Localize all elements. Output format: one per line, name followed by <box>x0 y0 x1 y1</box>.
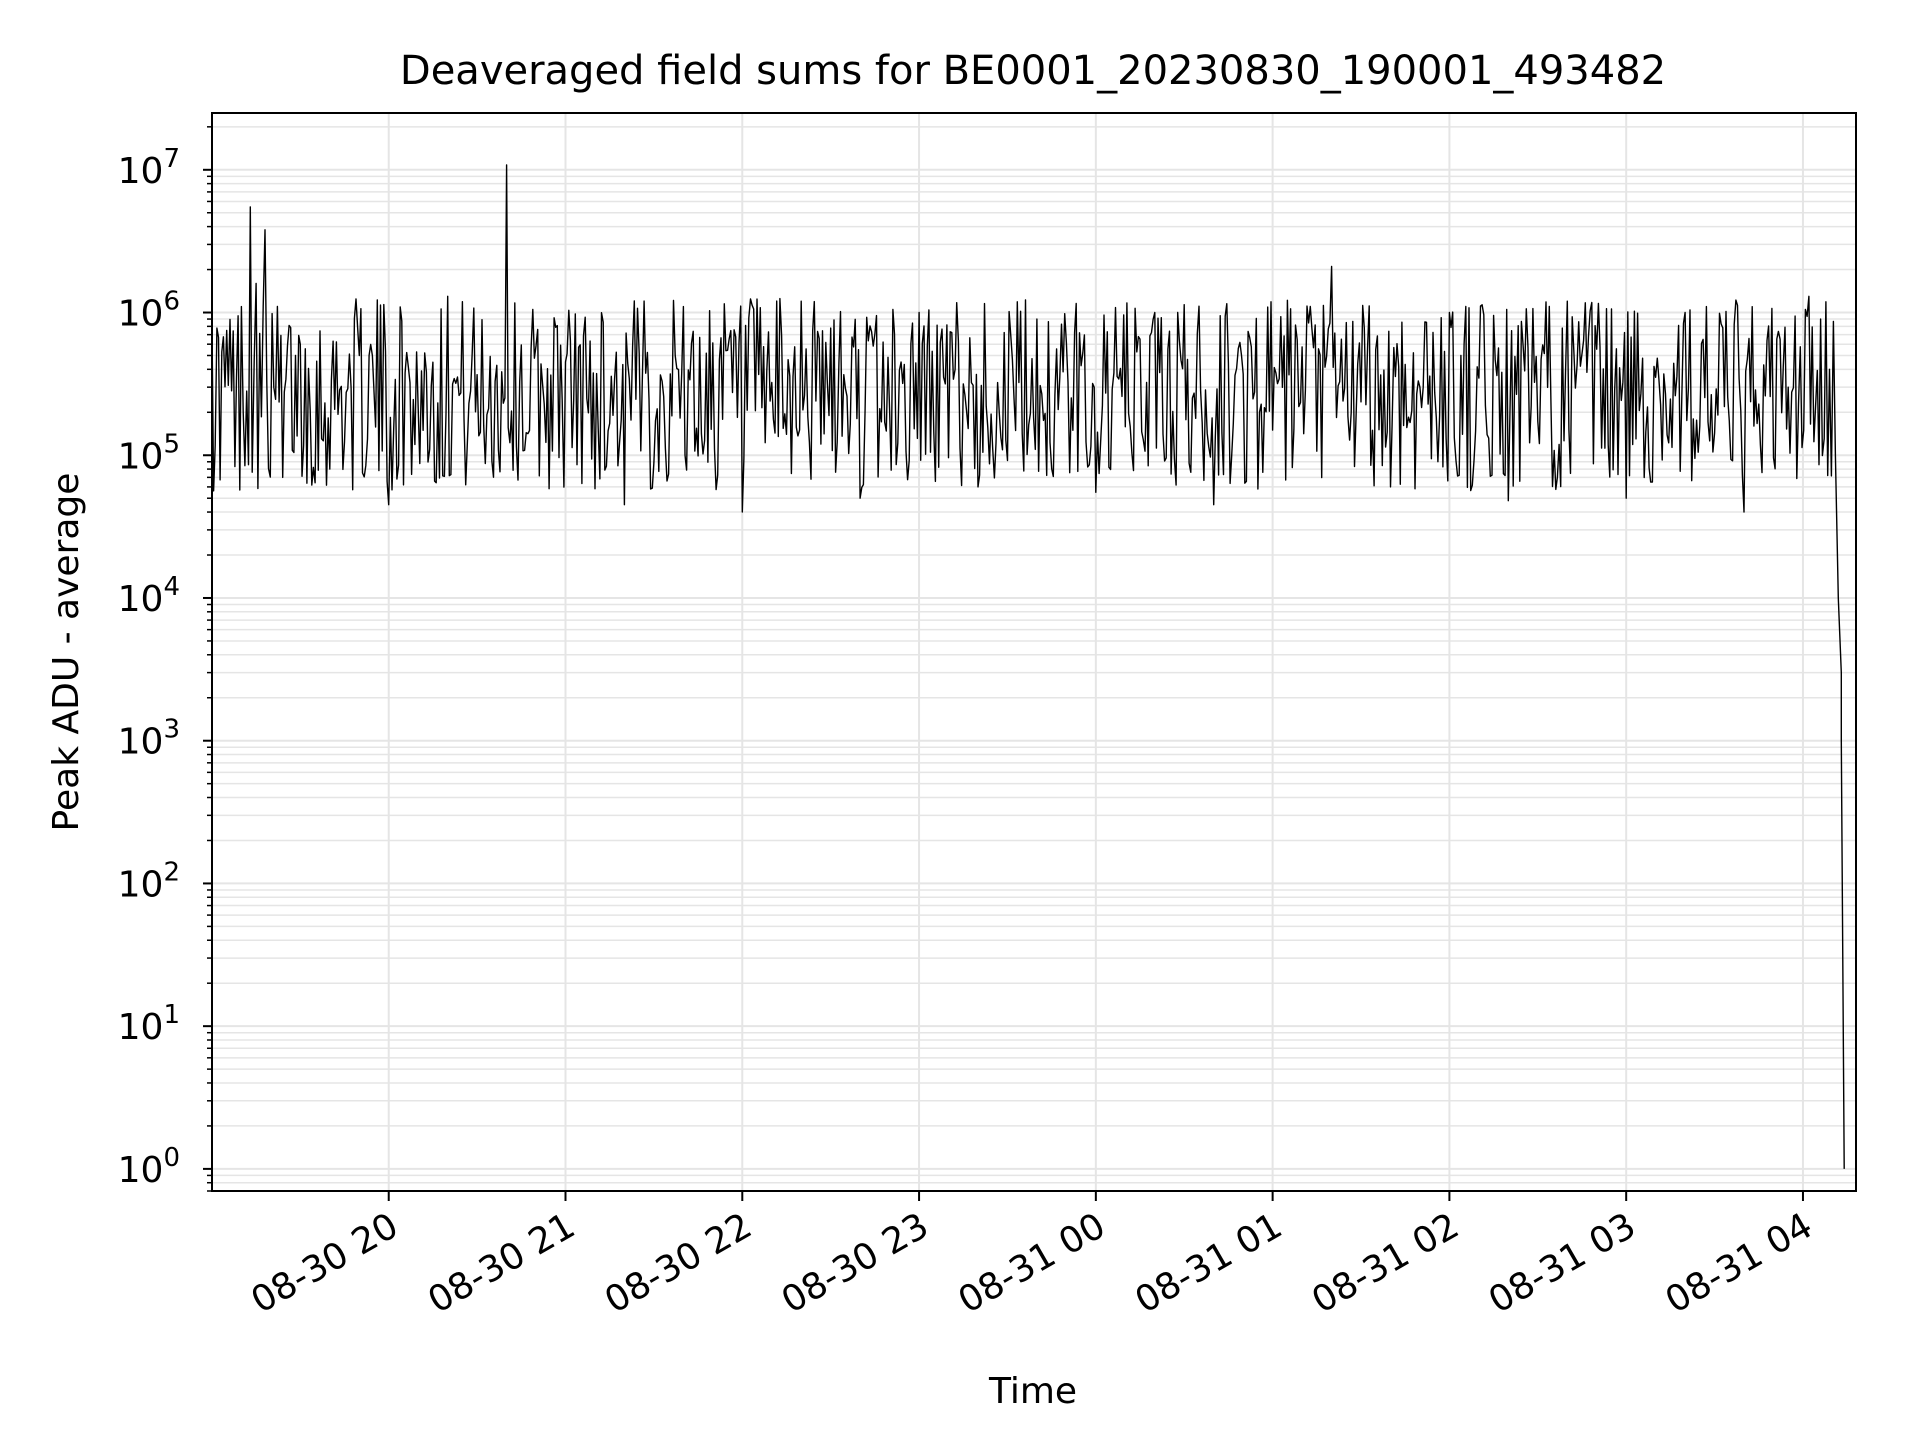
series-line <box>211 164 1845 1169</box>
plot-frame <box>211 112 1857 1192</box>
y-tick-label: 107 <box>118 144 180 192</box>
y-axis-label: Peak ADU - average <box>46 473 87 832</box>
y-tick-label: 101 <box>118 1000 180 1048</box>
y-axis-ticks: 100 101 102 103 104 105 106 107 <box>118 126 212 1192</box>
y-tick-label: 100 <box>118 1143 180 1191</box>
x-axis-label: Time <box>988 1371 1077 1412</box>
grid-lines <box>212 113 1856 1192</box>
chart-title: Deaveraged field sums for BE0001_2023083… <box>400 48 1666 94</box>
y-tick-label: 106 <box>118 287 180 335</box>
data-series <box>211 164 1845 1169</box>
y-tick-label: 105 <box>118 429 180 477</box>
y-tick-label: 103 <box>118 715 180 763</box>
y-tick-label: 102 <box>118 857 180 905</box>
y-tick-label: 104 <box>118 572 180 620</box>
